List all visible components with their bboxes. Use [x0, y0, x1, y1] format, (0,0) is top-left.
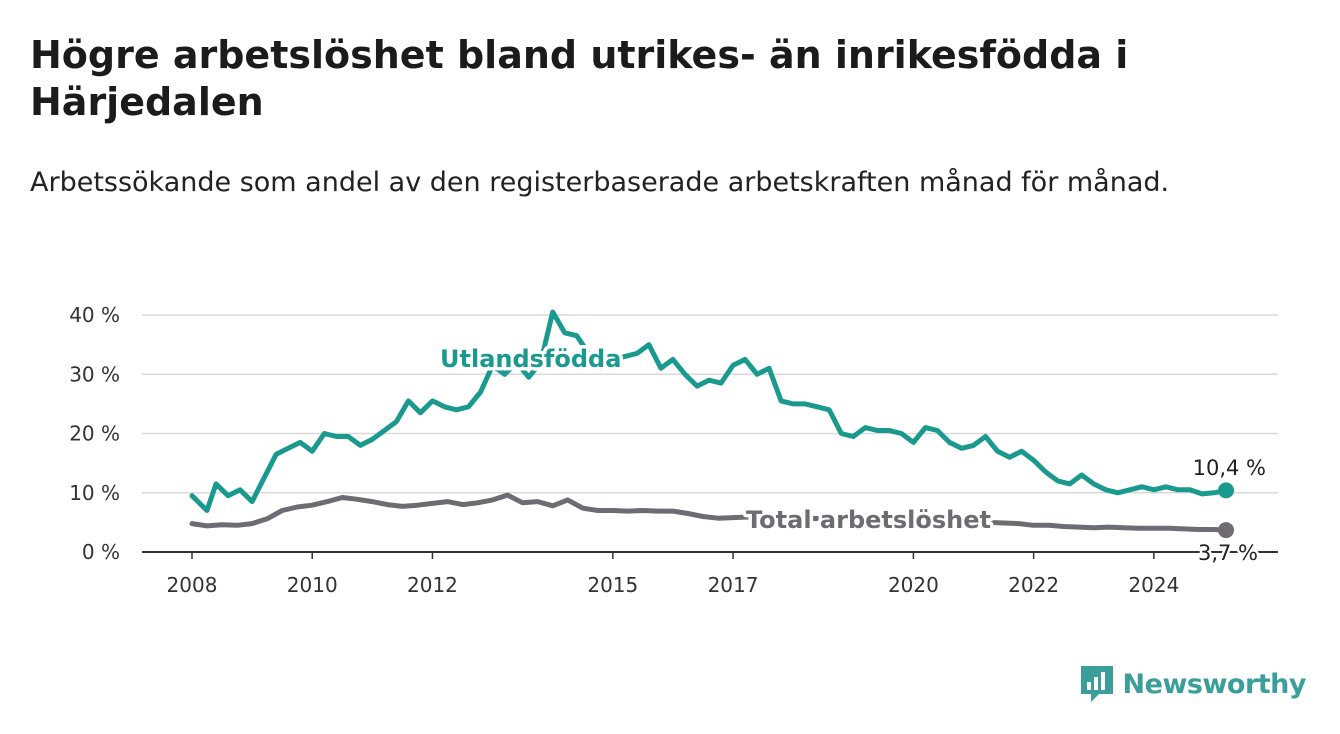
x-tick-label: 2008	[167, 573, 218, 597]
series-line-utlandsfodda	[189, 309, 1229, 513]
end-value-label-total: 3,7 %	[1198, 541, 1258, 565]
series-labels: Utlandsfödda Total arbetslöshet 10,4 % 3,7 …	[437, 342, 1269, 568]
series-label-total: Total arbetslöshet	[746, 506, 991, 534]
y-tick-label: 10 %	[69, 481, 120, 505]
x-tick-label: 2024	[1128, 573, 1179, 597]
logo-text: Newsworthy	[1122, 668, 1307, 700]
y-tick-label: 30 %	[69, 362, 120, 386]
chart-title: Högre arbetslöshet bland utrikes- än inr…	[30, 33, 1129, 124]
series-lines	[189, 309, 1234, 539]
y-axis-ticks: 0 % 10 % 20 % 30 % 40 %	[69, 303, 120, 564]
x-tick-label: 2010	[287, 573, 338, 597]
x-tick-label: 2020	[888, 573, 939, 597]
end-value-label-utlandsfodda: 10,4 %	[1193, 456, 1266, 480]
series-line-total	[189, 492, 1229, 533]
x-axis-ticks: 2008 2010 2012 2015 2017 2020 2022 2024	[167, 552, 1179, 597]
newsworthy-chart-icon	[1080, 666, 1113, 702]
y-tick-label: 20 %	[69, 422, 120, 446]
chart-subtitle: Arbetssökande som andel av den registerb…	[30, 167, 1170, 198]
y-tick-label: 40 %	[69, 303, 120, 327]
series-end-point	[1218, 482, 1234, 499]
x-tick-label: 2012	[407, 573, 458, 597]
x-tick-label: 2022	[1008, 573, 1059, 597]
series-label-utlandsfodda: Utlandsfödda	[440, 345, 621, 373]
newsworthy-logo: Newsworthy	[1079, 664, 1307, 704]
y-tick-label: 0 %	[82, 540, 120, 564]
x-tick-label: 2015	[587, 573, 638, 597]
x-tick-label: 2017	[708, 573, 759, 597]
series-end-point	[1218, 522, 1234, 539]
